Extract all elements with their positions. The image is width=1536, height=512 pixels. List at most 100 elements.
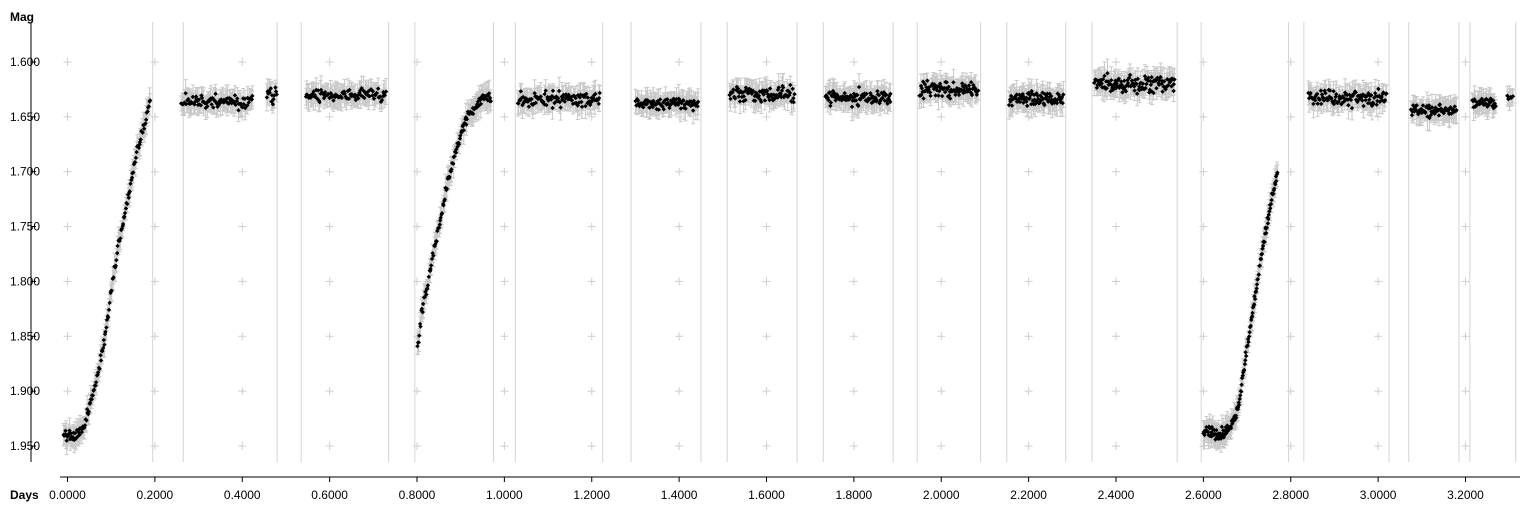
grid-plus-marker (675, 387, 684, 396)
data-point (1132, 84, 1137, 89)
data-point (1058, 100, 1064, 105)
data-point (856, 84, 862, 90)
grid-plus-marker (1461, 277, 1470, 286)
data-point (1322, 88, 1327, 93)
data-point (597, 90, 602, 96)
data-point (433, 241, 438, 247)
data-point (1256, 272, 1262, 277)
grid-plus-marker (762, 277, 771, 286)
data-point (1126, 75, 1132, 81)
grid-plus-marker (937, 332, 946, 341)
grid-plus-marker (1112, 58, 1120, 66)
data-point (563, 92, 569, 97)
data-point (1236, 402, 1242, 408)
data-point (931, 83, 936, 89)
data-point (1384, 91, 1389, 96)
data-point (102, 342, 107, 348)
data-point (97, 366, 102, 372)
data-point (883, 92, 889, 97)
data-point (1252, 302, 1257, 307)
data-point (444, 186, 450, 191)
grid-plus-marker (413, 387, 421, 396)
data-point (588, 100, 594, 105)
data-point (1171, 82, 1177, 87)
data-point (95, 370, 101, 375)
data-point (378, 99, 384, 105)
data-point (146, 104, 151, 109)
data-point (764, 88, 770, 94)
data-point (344, 96, 350, 101)
data-point (667, 105, 672, 111)
data-point (856, 103, 861, 109)
data-point (98, 353, 103, 358)
grid-plus-marker (587, 58, 596, 66)
data-point (1425, 114, 1430, 119)
grid-plus-marker (150, 58, 159, 66)
data-point (676, 100, 682, 105)
data-point (880, 95, 885, 100)
data-point (93, 383, 98, 388)
data-point (947, 96, 953, 101)
data-point (424, 292, 429, 297)
data-point (529, 96, 534, 102)
data-point (1027, 96, 1032, 101)
data-point (380, 94, 386, 99)
data-point (1115, 78, 1121, 83)
data-point (787, 90, 793, 96)
data-point (665, 100, 671, 106)
data-point (969, 92, 975, 98)
data-point (1245, 343, 1250, 348)
data-point (1355, 99, 1360, 105)
grid-plus-marker (1374, 277, 1383, 286)
y-tick-label: 1.950 (10, 439, 40, 453)
data-point (550, 88, 556, 94)
data-point (547, 95, 553, 100)
data-point (1331, 101, 1337, 107)
data-point (196, 97, 202, 102)
data-point (1480, 101, 1485, 106)
data-point (926, 85, 932, 90)
grid-plus-marker (587, 167, 596, 176)
data-point (1482, 98, 1487, 103)
data-point (690, 108, 696, 113)
data-point (1321, 98, 1327, 103)
data-point (583, 103, 588, 109)
grid-plus-marker (849, 222, 858, 231)
data-point (1111, 84, 1116, 90)
data-point (849, 104, 855, 110)
data-point (1135, 76, 1141, 82)
data-point (681, 98, 686, 103)
data-point (867, 96, 872, 102)
data-point (678, 106, 684, 111)
data-point (1026, 90, 1031, 96)
data-point (1428, 113, 1433, 118)
data-point (591, 93, 597, 98)
data-point (1160, 78, 1165, 84)
grid-plus-marker (762, 112, 771, 121)
grid-plus-marker (1461, 442, 1470, 450)
data-point (1116, 76, 1121, 81)
data-point (778, 91, 783, 97)
data-point (1100, 76, 1106, 82)
data-point (585, 100, 590, 106)
data-point (1260, 243, 1266, 249)
data-point (1451, 110, 1456, 115)
data-point (1377, 99, 1382, 105)
data-point (1379, 94, 1384, 100)
data-point (755, 92, 760, 97)
data-point (947, 89, 953, 94)
data-point (1376, 86, 1381, 92)
data-point (1040, 96, 1046, 102)
data-point (331, 98, 336, 103)
data-point (1423, 110, 1428, 116)
data-point (1160, 89, 1165, 94)
data-point (683, 106, 688, 111)
data-point (1113, 86, 1119, 91)
data-point (842, 95, 847, 100)
grid-plus-marker (587, 112, 596, 121)
data-point (1431, 109, 1436, 114)
data-point (765, 91, 770, 97)
y-axis-title: Mag (10, 10, 34, 24)
data-point (1017, 92, 1022, 97)
data-point (425, 286, 430, 291)
